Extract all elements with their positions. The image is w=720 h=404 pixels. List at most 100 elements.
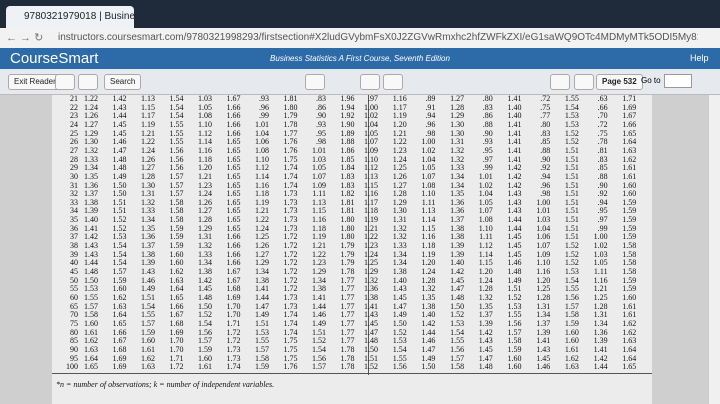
- table-cell: 1.04: [255, 128, 269, 138]
- table-cell: 1.65: [622, 128, 637, 138]
- help-link[interactable]: Help: [690, 53, 709, 63]
- table-cell: 1.62: [141, 353, 155, 363]
- table-cell: .88: [540, 145, 551, 155]
- table-cell: 1.37: [141, 241, 155, 251]
- table-cell: 1.16: [364, 189, 378, 199]
- table-cell: 1.51: [564, 232, 579, 242]
- browser-tab[interactable]: 9780321979018 | Business ...: [6, 6, 134, 28]
- logo[interactable]: CourseSmart: [10, 50, 99, 67]
- table-cell: 1.44: [421, 327, 436, 337]
- toc-button[interactable]: [55, 74, 75, 90]
- table-cell: 1.35: [421, 292, 436, 302]
- table-cell: 1.47: [255, 301, 269, 311]
- url[interactable]: instructors.coursesmart.com/978032199829…: [58, 32, 698, 43]
- table-cell: 1.75: [283, 344, 298, 354]
- table-cell: .90: [597, 180, 608, 190]
- exit-button[interactable]: Exit Reader: [8, 74, 62, 90]
- table-cell: 1.39: [141, 258, 155, 268]
- table-cell: 1.39: [450, 249, 465, 259]
- table-cell: 1.45: [198, 284, 212, 294]
- row-n: 70: [70, 310, 78, 320]
- table-cell: 1.69: [112, 362, 127, 372]
- table-cell: 1.16: [255, 180, 269, 190]
- table-cell: 1.56: [312, 353, 326, 363]
- table-cell: 1.31: [536, 301, 551, 311]
- table-cell: 1.27: [141, 163, 155, 173]
- table-cell: 1.34: [255, 267, 269, 276]
- table-cell: 1.58: [622, 258, 637, 268]
- search-button[interactable]: Search: [104, 74, 142, 90]
- table-cell: 1.02: [593, 241, 608, 251]
- table-cell: 1.33: [392, 241, 407, 251]
- table-cell: 1.78: [340, 344, 355, 354]
- table-cell: 1.32: [198, 241, 212, 251]
- table-cell: 1.05: [421, 163, 436, 173]
- table-cell: 1.48: [84, 267, 98, 276]
- table-cell: 1.70: [226, 310, 241, 320]
- table-cell: 1.09: [536, 249, 551, 259]
- table-cell: 1.60: [564, 327, 579, 337]
- table-cell: 1.51: [507, 284, 522, 294]
- table-cell: 1.10: [255, 154, 269, 164]
- scrollbar[interactable]: [708, 95, 720, 404]
- table-cell: 1.52: [564, 249, 579, 259]
- list-button[interactable]: [78, 74, 98, 90]
- print-button[interactable]: [550, 74, 570, 90]
- table-cell: 1.46: [141, 275, 155, 285]
- table-cell: 1.45: [392, 292, 407, 302]
- table-cell: 1.43: [112, 102, 127, 112]
- table-cell: 1.25: [364, 258, 378, 268]
- table-cell: .80: [482, 94, 493, 103]
- table-cell: 1.77: [340, 301, 355, 311]
- table-cell: 1.24: [478, 275, 493, 285]
- table-cell: 1.59: [622, 284, 637, 294]
- row-n: 25: [70, 128, 78, 138]
- zoom-in[interactable]: [360, 74, 380, 90]
- table-cell: 1.36: [450, 197, 465, 207]
- table-cell: 1.74: [283, 180, 298, 190]
- nav-icons[interactable]: ← → ↻: [6, 32, 44, 44]
- table-cell: 1.01: [255, 119, 269, 129]
- table-cell: 1.23: [198, 180, 212, 190]
- table-cell: 1.33: [84, 154, 98, 164]
- table-cell: 1.66: [226, 241, 241, 251]
- table-cell: 1.38: [255, 275, 269, 285]
- table-cell: .88: [482, 119, 493, 129]
- table-cell: 1.57: [312, 362, 326, 372]
- table-cell: 1.48: [478, 362, 493, 372]
- table-cell: 1.57: [169, 180, 184, 190]
- table-cell: 1.49: [312, 318, 326, 328]
- table-cell: 1.01: [312, 145, 326, 155]
- table-cell: 1.54: [112, 249, 127, 259]
- table-cell: 1.30: [392, 206, 407, 216]
- goto-input[interactable]: [664, 74, 692, 88]
- table-cell: 1.09: [364, 145, 378, 155]
- table-cell: .96: [425, 119, 436, 129]
- row-n: 65: [70, 301, 78, 311]
- pan-button[interactable]: [305, 74, 325, 90]
- table-cell: 1.46: [112, 137, 127, 147]
- table-cell: 1.59: [112, 275, 127, 285]
- table-cell: 1.23: [364, 241, 378, 251]
- table-cell: .96: [540, 180, 551, 190]
- table-cell: 1.72: [226, 327, 241, 337]
- table-cell: 1.42: [507, 171, 522, 181]
- table-cell: 1.24: [198, 189, 212, 199]
- table-cell: 1.57: [450, 353, 465, 363]
- table-cell: 1.38: [450, 223, 465, 233]
- table-cell: .72: [540, 94, 551, 103]
- table-cell: .91: [425, 102, 436, 112]
- row-n: 32: [70, 189, 78, 199]
- row-n: 30: [70, 171, 78, 181]
- table-cell: 1.25: [392, 163, 407, 173]
- table-cell: 1.34: [392, 258, 407, 268]
- zoom-out[interactable]: [383, 74, 403, 90]
- table-cell: .83: [597, 154, 608, 164]
- table-cell: 1.51: [564, 163, 579, 173]
- table-cell: 1.32: [421, 284, 436, 294]
- table-cell: .98: [540, 189, 551, 199]
- table-cell: 1.55: [84, 292, 98, 302]
- table-cell: 1.65: [226, 171, 241, 181]
- share-button[interactable]: [574, 74, 594, 90]
- table-cell: 1.01: [536, 206, 551, 216]
